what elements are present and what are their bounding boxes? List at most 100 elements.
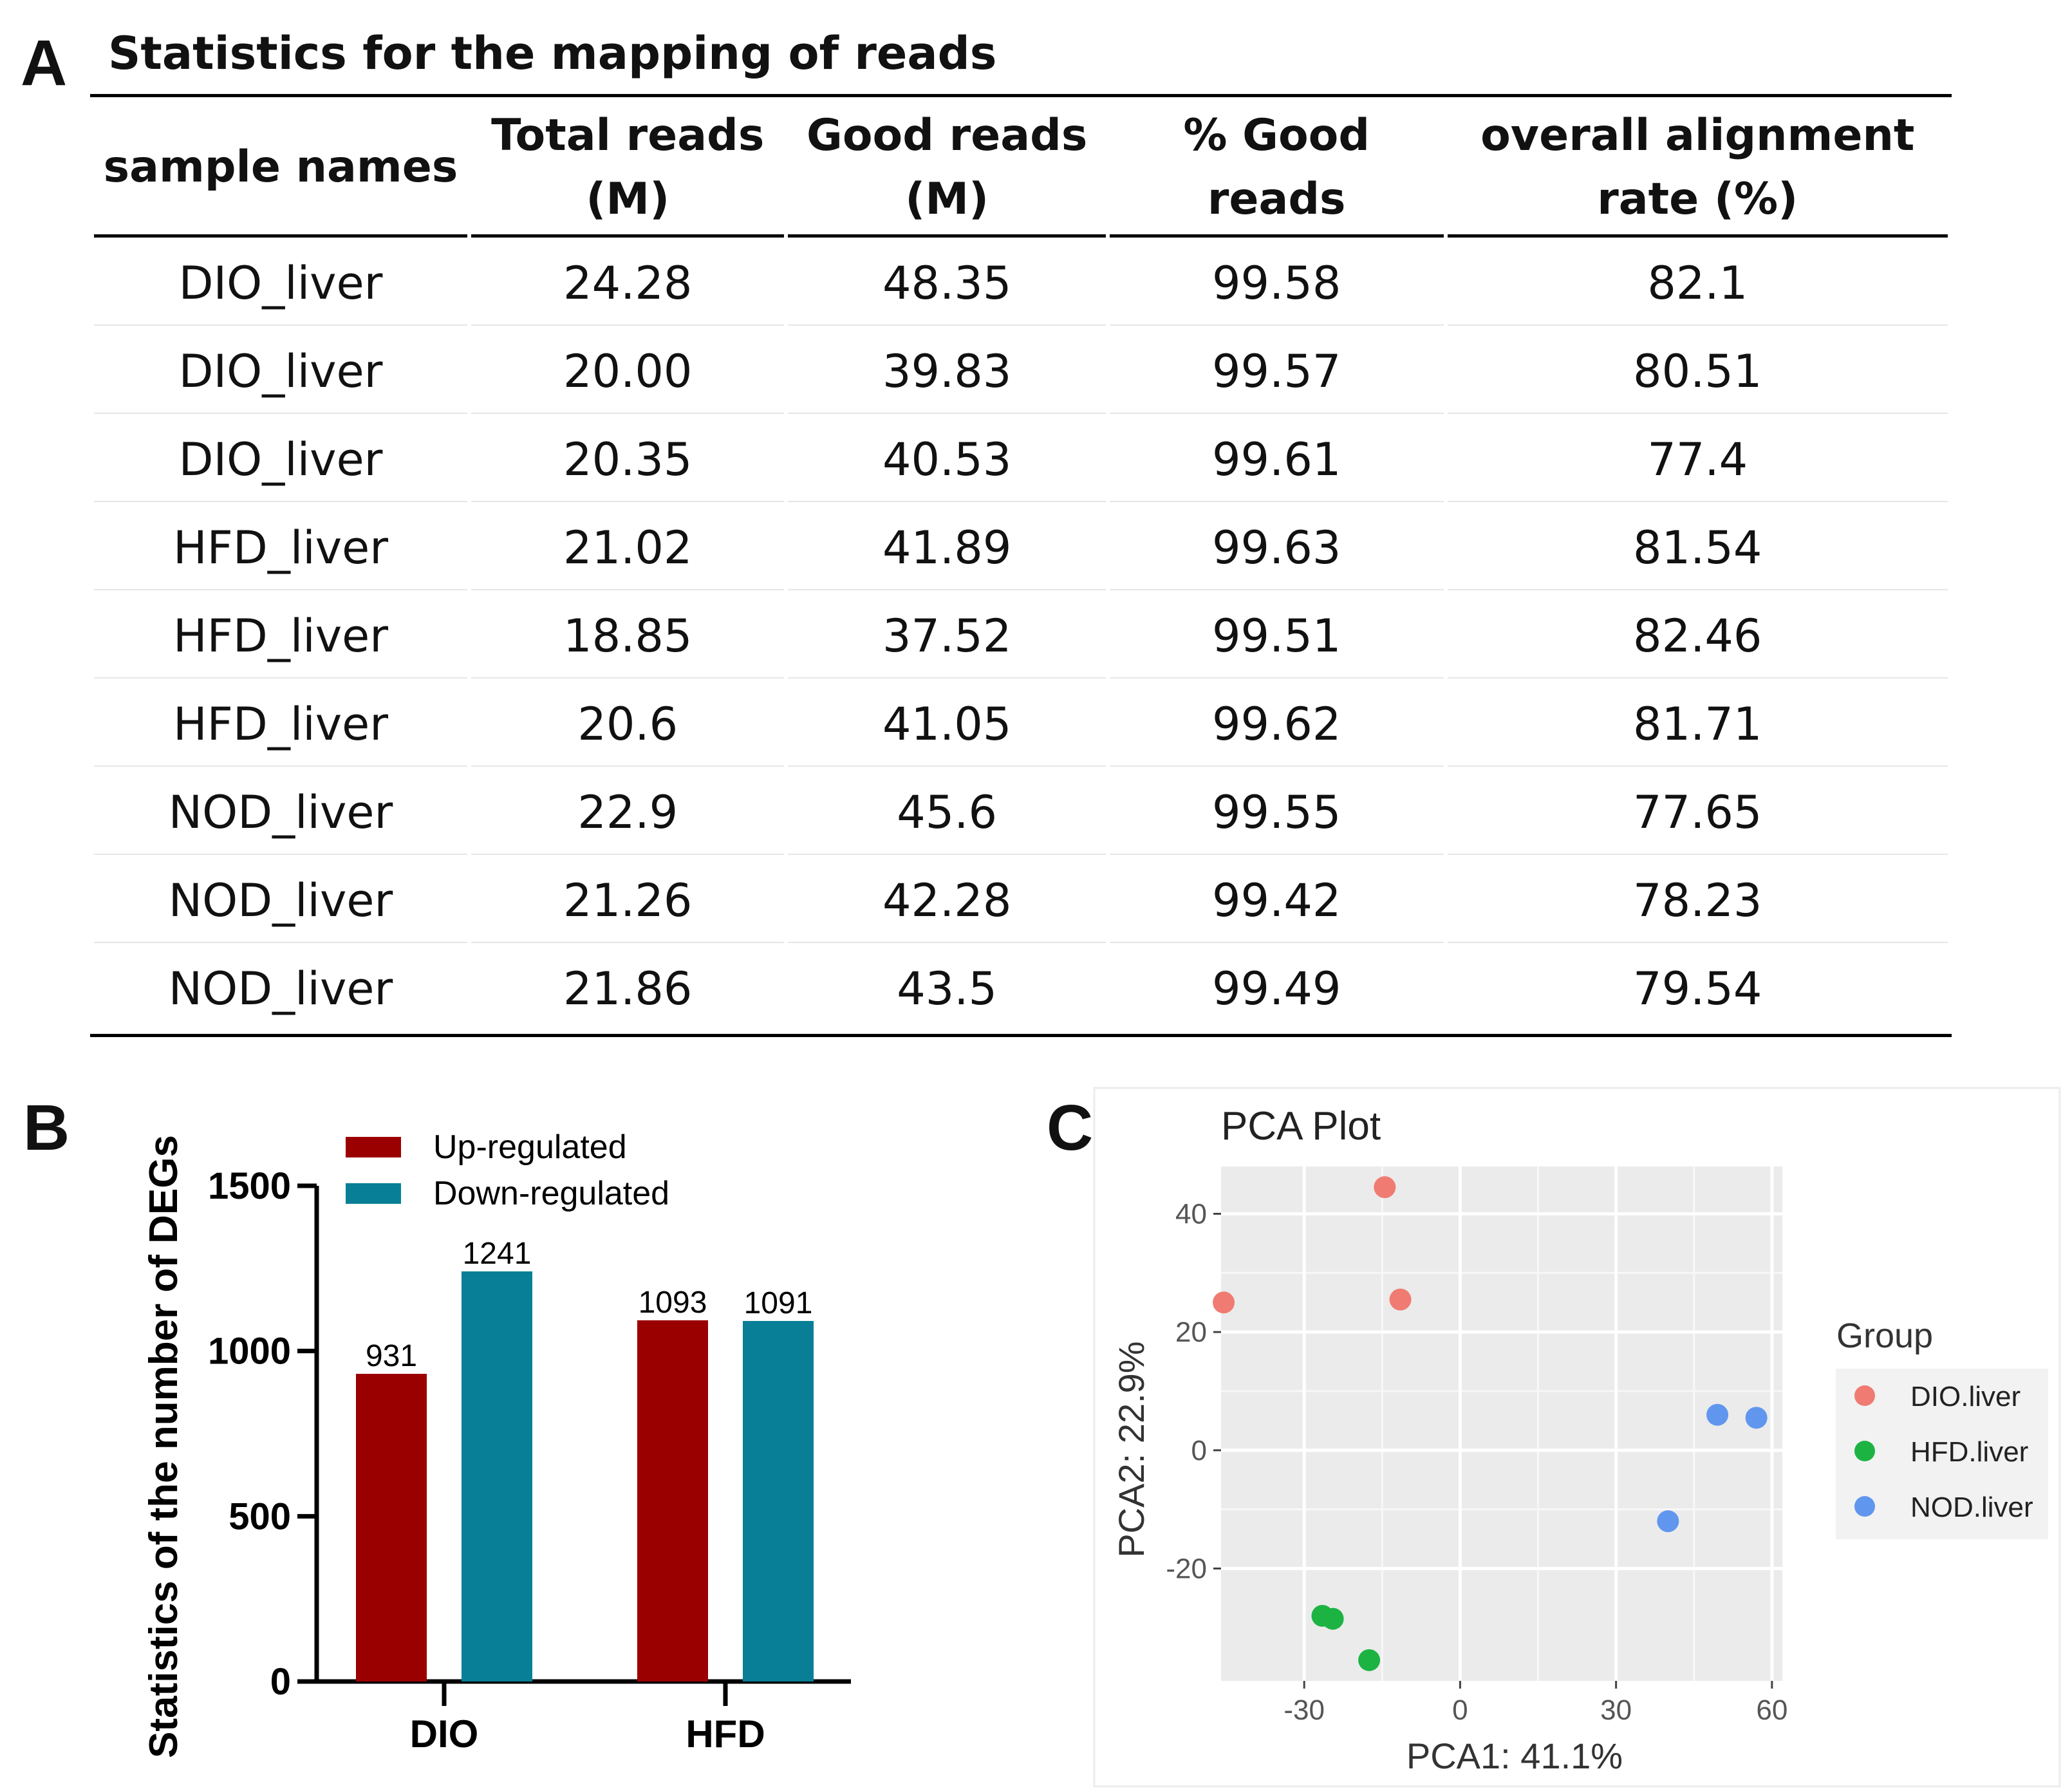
data-point-dio-liver	[1374, 1176, 1396, 1199]
table-cell: 40.53	[788, 418, 1106, 502]
table-cell: NOD_liver	[168, 962, 393, 1015]
legend-marker	[1854, 1496, 1875, 1517]
bar-up-regulated	[356, 1374, 427, 1681]
legend-title: Group	[1836, 1316, 1933, 1355]
table-row: HFD_liver 20.6 41.05 99.62 81.71	[94, 682, 1948, 767]
table-row: DIO_liver 20.00 39.83 99.57 80.51	[94, 330, 1948, 414]
table-cell: 21.02	[471, 506, 785, 590]
header-percent-good-reads: % Good reads	[1109, 101, 1444, 238]
header-alignment-rate: overall alignment rate (%)	[1447, 101, 1948, 238]
table-cell: 99.63	[1109, 506, 1444, 590]
pca-scatter-chart: PCA Plot -30 0 30 60 -20 0 20 40 PCA1: 41.1% PCA2:…	[1093, 1087, 2061, 1788]
data-point-dio-liver	[1213, 1291, 1235, 1314]
bar-down-regulated	[743, 1320, 814, 1681]
table-row: HFD_liver 18.85 37.52 99.51 82.46	[94, 594, 1948, 679]
x-tick-label: DIO	[410, 1712, 479, 1756]
table-cell: 99.62	[1109, 682, 1444, 767]
deg-bar-chart: 0 500 1000 1500 Statistics of the number of …	[142, 1129, 851, 1758]
table-cell: 18.85	[471, 594, 785, 679]
header-total-reads: Total reads (M)	[471, 101, 785, 238]
table-cell: 82.1	[1447, 241, 1948, 326]
table-cell: 81.71	[1447, 682, 1948, 767]
table-row: NOD_liver 22.9 45.6 99.55 77.65	[94, 771, 1948, 855]
x-tick-label: 60	[1756, 1694, 1787, 1726]
table-cell: 42.28	[788, 859, 1106, 943]
legend-label: NOD.liver	[1910, 1492, 2033, 1523]
x-tick-label: HFD	[686, 1712, 765, 1756]
y-tick-label: 0	[270, 1661, 291, 1703]
legend-label: DIO.liver	[1910, 1381, 2021, 1412]
table-cell: 99.58	[1109, 241, 1444, 326]
data-point-nod-liver	[1745, 1407, 1768, 1429]
table-cell: 81.54	[1447, 506, 1948, 590]
mapping-statistics-table: sample names Total reads (M) Good reads (M…	[90, 94, 1952, 1037]
table-cell: 24.28	[471, 241, 785, 326]
bar-value-label: 1091	[744, 1286, 813, 1320]
table-cell: 99.49	[1212, 962, 1341, 1015]
plot-background	[1221, 1166, 1782, 1681]
y-tick-label: -20	[1166, 1553, 1207, 1585]
table-cell: 22.9	[471, 771, 785, 855]
table-cell: 20.35	[471, 418, 785, 502]
table-cell: 78.23	[1447, 859, 1948, 943]
legend-swatch	[346, 1137, 401, 1157]
table-cell: 39.83	[788, 330, 1106, 414]
table-row: DIO_liver 20.35 40.53 99.61 77.4	[94, 418, 1948, 502]
y-tick-label: 0	[1191, 1435, 1207, 1466]
legend-label: Up-regulated	[433, 1129, 627, 1166]
table-row: DIO_liver 24.28 48.35 99.58 82.1	[94, 241, 1948, 326]
table-cell: 99.51	[1109, 594, 1444, 679]
bar-value-label: 1241	[463, 1237, 532, 1271]
chart-title: PCA Plot	[1221, 1104, 1381, 1148]
table-row: NOD_liver 21.86 43.5 99.49 79.54	[94, 947, 1948, 1030]
table-cell: 82.46	[1447, 594, 1948, 679]
table-cell: 45.6	[788, 771, 1106, 855]
table-cell: 41.05	[788, 682, 1106, 767]
table-row: NOD_liver 21.26 42.28 99.42 78.23	[94, 859, 1948, 943]
legend-label: HFD.liver	[1910, 1436, 2028, 1468]
table-cell: 20.00	[471, 330, 785, 414]
table-cell: 21.26	[471, 859, 785, 943]
legend-label: Down-regulated	[433, 1175, 669, 1212]
table-cell: 79.54	[1633, 962, 1762, 1015]
table-cell: 99.61	[1109, 418, 1444, 502]
panel-label-c: C	[1047, 1092, 1094, 1164]
legend-swatch	[346, 1183, 401, 1204]
y-tick-label: 1500	[208, 1165, 291, 1207]
data-point-dio-liver	[1389, 1288, 1412, 1311]
data-point-hfd-liver	[1358, 1649, 1381, 1671]
y-axis-title: PCA2: 22.9%	[1111, 1341, 1152, 1557]
table-cell: 77.4	[1447, 418, 1948, 502]
y-tick-label: 1000	[208, 1331, 291, 1372]
table-cell: 21.86	[563, 962, 693, 1015]
table-cell: 80.51	[1447, 330, 1948, 414]
table-header-row: sample names Total reads (M) Good reads (M…	[94, 101, 1948, 238]
data-point-nod-liver	[1657, 1510, 1679, 1533]
x-tick-label: 30	[1600, 1694, 1632, 1726]
header-good-reads: Good reads (M)	[788, 101, 1106, 238]
table-title: Statistics for the mapping of reads	[108, 27, 997, 80]
bar-up-regulated	[637, 1320, 708, 1681]
data-point-hfd-liver	[1321, 1607, 1344, 1630]
table-cell: DIO_liver	[94, 418, 468, 502]
bar-value-label: 931	[366, 1339, 417, 1373]
table-cell: DIO_liver	[94, 241, 468, 326]
bar-down-regulated	[462, 1271, 532, 1681]
y-axis-title: Statistics of the number of DEGs	[142, 1135, 186, 1758]
table-cell: HFD_liver	[94, 506, 468, 590]
header-sample-names: sample names	[94, 101, 468, 238]
data-point-nod-liver	[1706, 1403, 1729, 1426]
panel-frame	[1093, 1087, 2061, 1788]
y-tick-label: 20	[1175, 1316, 1207, 1348]
y-tick-label: 40	[1175, 1198, 1207, 1230]
x-tick-label: 0	[1452, 1694, 1468, 1726]
x-axis-title: PCA1: 41.1%	[1406, 1736, 1623, 1776]
table-row: HFD_liver 21.02 41.89 99.63 81.54	[94, 506, 1948, 590]
table-cell: 48.35	[788, 241, 1106, 326]
y-tick-label: 500	[229, 1495, 291, 1537]
legend-marker	[1854, 1441, 1875, 1461]
table-cell: 20.6	[471, 682, 785, 767]
table-cell: 37.52	[788, 594, 1106, 679]
table-cell: 41.89	[788, 506, 1106, 590]
table-cell: DIO_liver	[94, 330, 468, 414]
